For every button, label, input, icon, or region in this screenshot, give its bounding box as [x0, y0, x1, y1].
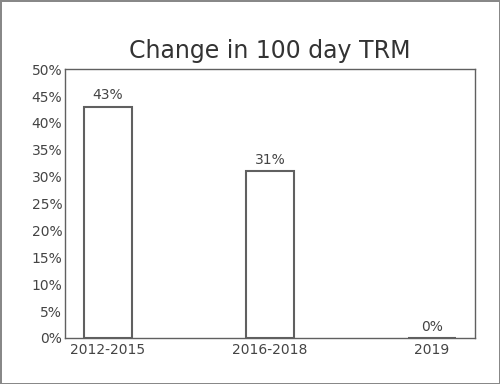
Text: 43%: 43% [92, 88, 124, 103]
Text: 31%: 31% [254, 153, 286, 167]
Bar [246, 171, 294, 338]
Text: 0%: 0% [421, 320, 443, 334]
Bar [84, 107, 132, 338]
Title: Change in 100 day TRM: Change in 100 day TRM [129, 39, 411, 63]
